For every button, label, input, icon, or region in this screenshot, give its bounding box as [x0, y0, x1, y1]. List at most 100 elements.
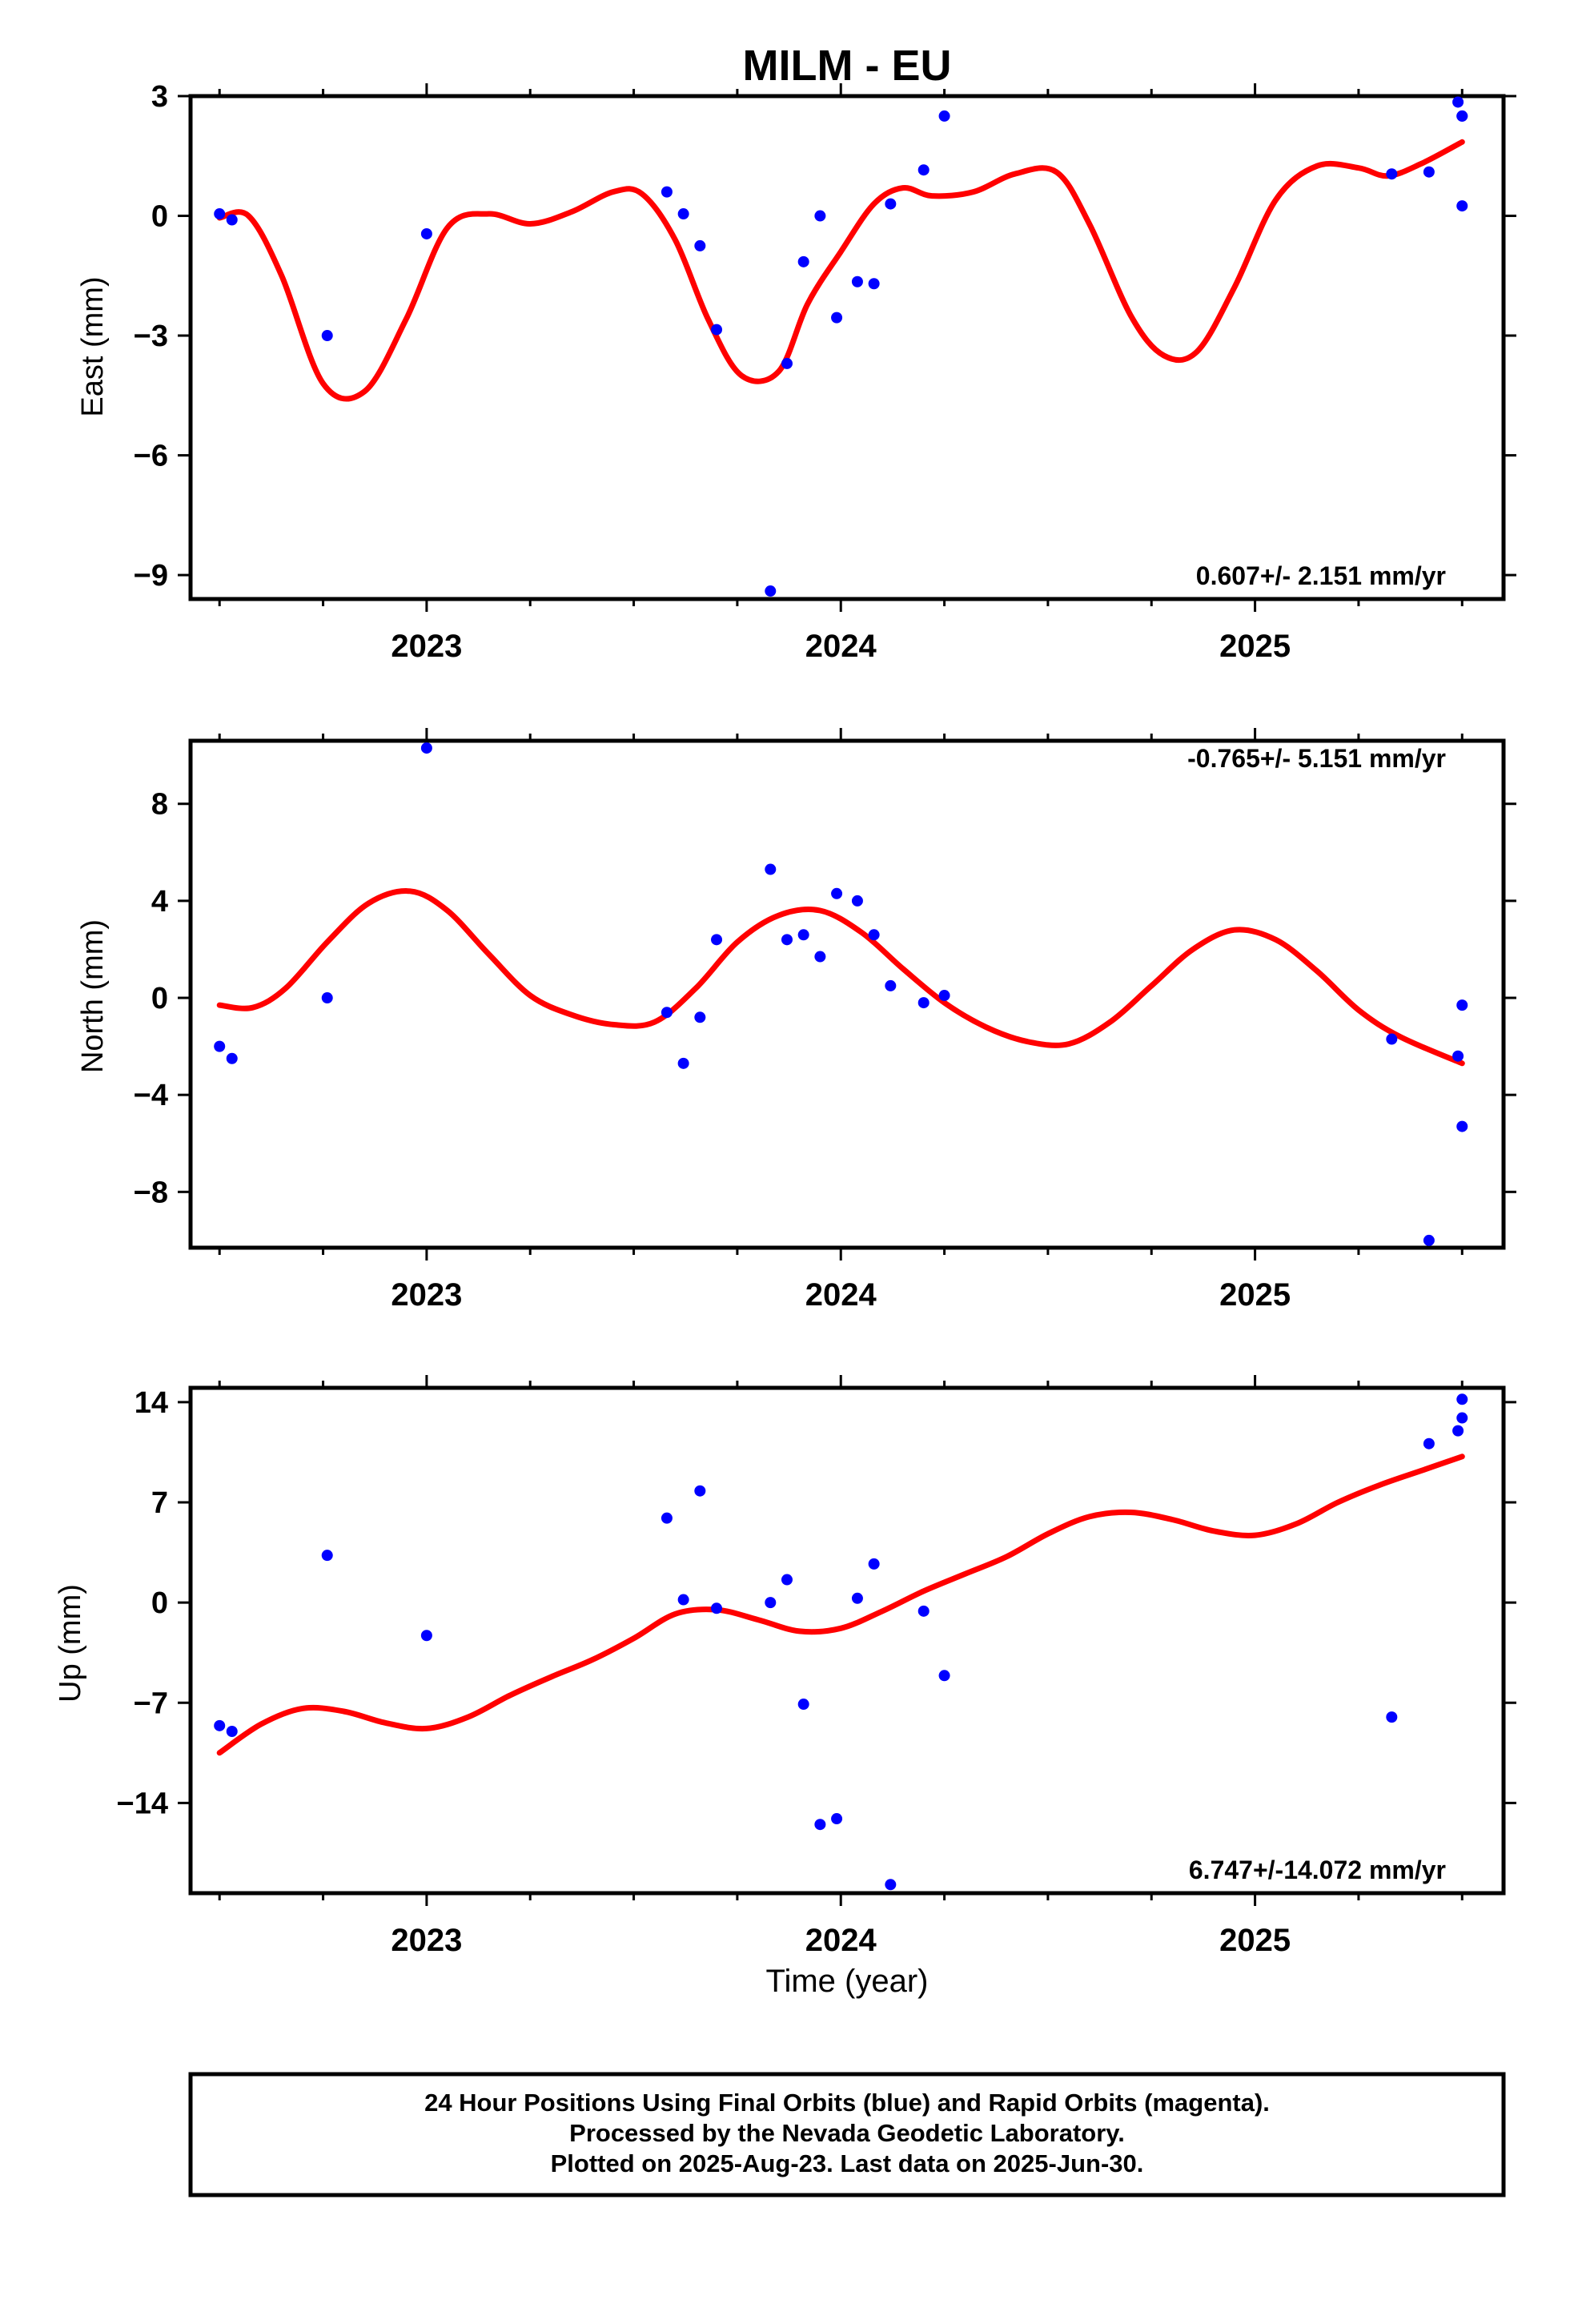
east-data-point	[1386, 168, 1398, 180]
up-xtick-label: 2024	[805, 1923, 877, 1958]
up-data-point	[1456, 1412, 1468, 1424]
east-ytick-label: −3	[134, 320, 168, 353]
up-data-point	[831, 1813, 843, 1825]
up-plot-frame	[188, 1385, 1506, 1896]
east-plot-frame	[188, 94, 1506, 601]
east-rate-label: 0.607+/- 2.151 mm/yr	[1196, 561, 1446, 590]
up-data-point	[885, 1879, 897, 1891]
east-data-point	[711, 324, 723, 336]
east-xtick-label: 2024	[805, 629, 877, 664]
up-xtick-label: 2025	[1219, 1923, 1291, 1958]
up-data-point	[938, 1670, 950, 1682]
north-data-point	[711, 934, 723, 946]
up-data-point	[420, 1630, 432, 1642]
north-data-point	[1386, 1033, 1398, 1045]
north-data-point	[677, 1057, 689, 1069]
up-data-point	[868, 1558, 880, 1570]
east-data-point	[765, 585, 777, 597]
east-data-point	[868, 278, 880, 290]
x-axis-title: Time (year)	[766, 1964, 929, 1999]
north-ytick-label: −8	[134, 1176, 168, 1209]
east-data-point	[661, 186, 673, 198]
north-data-point	[797, 929, 809, 941]
east-xtick-label: 2025	[1219, 629, 1291, 664]
up-data-point	[1386, 1711, 1398, 1723]
north-data-point	[214, 1040, 226, 1052]
east-ytick-label: 3	[151, 80, 168, 114]
north-data-point	[781, 934, 793, 946]
north-plot-frame	[188, 738, 1506, 1250]
north-data-point	[814, 951, 826, 963]
up-ytick-label: 7	[151, 1486, 168, 1520]
east-ytick-label: −6	[134, 440, 168, 473]
north-fit-line	[216, 888, 1465, 1067]
caption-line-1: 24 Hour Positions Using Final Orbits (bl…	[424, 2089, 1270, 2117]
up-data-point	[797, 1699, 809, 1711]
east-data-point	[694, 239, 706, 251]
east-data-point	[831, 312, 843, 324]
north-data-point	[1423, 1234, 1435, 1246]
north-data-point	[694, 1011, 706, 1023]
up-axis-label: Up (mm)	[54, 1584, 87, 1703]
north-data-point	[1456, 1120, 1468, 1132]
north-ytick-label: −4	[134, 1079, 168, 1112]
north-data-point	[321, 992, 333, 1004]
caption-line-2: Processed by the Nevada Geodetic Laborat…	[569, 2119, 1125, 2147]
north-rate-label: -0.765+/- 5.151 mm/yr	[1187, 744, 1446, 773]
up-ytick-label: 0	[151, 1586, 168, 1620]
caption-line-3: Plotted on 2025-Aug-23. Last data on 202…	[551, 2149, 1144, 2177]
up-data-point	[677, 1594, 689, 1606]
north-data-point	[917, 997, 930, 1009]
north-data-point	[831, 887, 843, 899]
north-ytick-label: 0	[151, 982, 168, 1015]
north-data-point	[420, 742, 432, 754]
north-data-point	[661, 1007, 673, 1019]
east-data-point	[917, 164, 930, 176]
up-data-point	[1456, 1393, 1468, 1405]
east-data-point	[321, 330, 333, 342]
east-data-point	[938, 110, 950, 122]
east-data-point	[851, 275, 863, 287]
up-data-point	[214, 1719, 226, 1731]
up-data-point	[851, 1592, 863, 1604]
east-xtick-label: 2023	[391, 629, 462, 664]
east-data-point	[1456, 200, 1468, 212]
north-data-point	[851, 895, 863, 907]
up-data-point	[781, 1574, 793, 1586]
east-data-point	[677, 208, 689, 220]
north-ytick-label: 4	[151, 885, 168, 919]
up-rate-label: 6.747+/-14.072 mm/yr	[1189, 1856, 1446, 1884]
east-ytick-label: 0	[151, 200, 168, 234]
east-data-point	[814, 210, 826, 222]
up-data-point	[917, 1605, 930, 1617]
east-panel: 0.607+/- 2.151 mm/yr East (mm) 3 0 −3 −6 −9 2…	[76, 80, 1516, 664]
north-axis-label: North (mm)	[76, 919, 110, 1073]
north-data-point	[226, 1052, 238, 1064]
east-data-point	[1423, 166, 1435, 178]
up-ytick-label: −14	[117, 1787, 168, 1820]
east-data-point	[214, 208, 226, 220]
east-data-point	[1456, 110, 1468, 122]
north-xtick-label: 2023	[391, 1277, 462, 1313]
up-data-point	[814, 1819, 826, 1831]
north-data-point	[868, 929, 880, 941]
north-data-point	[765, 863, 777, 875]
east-ytick-label: −9	[134, 559, 168, 593]
north-data-point	[938, 990, 950, 1002]
up-fit-line	[216, 1454, 1465, 1756]
up-data-point	[1452, 1425, 1464, 1437]
figure-title: MILM - EU	[743, 42, 952, 90]
north-xtick-label: 2025	[1219, 1277, 1291, 1313]
east-data-point	[226, 214, 238, 226]
up-ytick-label: 14	[135, 1386, 168, 1420]
up-data-point	[711, 1602, 723, 1614]
north-data-point	[1456, 999, 1468, 1011]
up-ytick-label: −7	[134, 1687, 168, 1720]
east-data-point	[797, 255, 809, 267]
up-data-point	[321, 1550, 333, 1562]
up-data-point	[226, 1726, 238, 1738]
east-fit-line	[216, 139, 1465, 402]
up-panel: 6.747+/-14.072 mm/yr Up (mm) 14 7 0 −7 −14 20…	[54, 1375, 1516, 1958]
north-xtick-label: 2024	[805, 1277, 877, 1313]
north-data-point	[885, 979, 897, 991]
